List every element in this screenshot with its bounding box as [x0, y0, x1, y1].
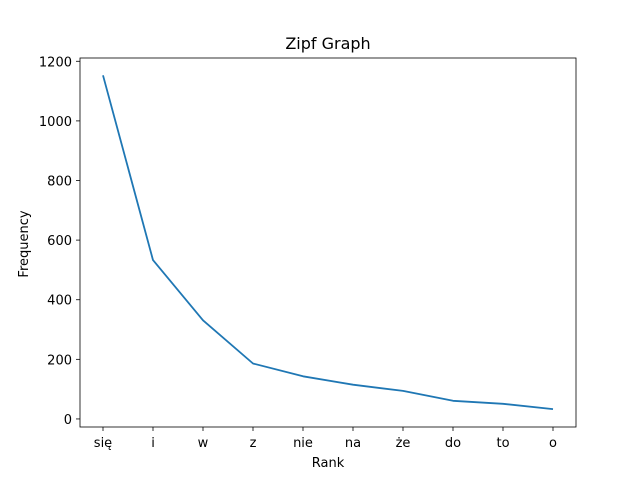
x-tick-label-7: do	[445, 436, 461, 451]
x-tick-label-4: nie	[293, 436, 313, 451]
x-tick-label-0: się	[94, 436, 112, 451]
plot-area: 0 200 400 600 800 1000 1200 się i w z nie na że do to o	[39, 55, 577, 451]
y-tick-label-1200: 1200	[39, 55, 72, 70]
x-tick-label-6: że	[396, 436, 411, 451]
x-tick-label-1: i	[151, 436, 155, 451]
y-tick-label-0: 0	[64, 413, 72, 428]
y-tick-label-200: 200	[47, 353, 72, 368]
chart-title: Zipf Graph	[285, 34, 370, 53]
x-tick-label-3: z	[250, 436, 257, 451]
y-tick-label-400: 400	[47, 294, 72, 309]
y-tick-label-800: 800	[47, 175, 72, 190]
y-tick-label-600: 600	[47, 234, 72, 249]
x-axis-label: Rank	[312, 456, 345, 471]
x-tick-label-2: w	[198, 436, 209, 451]
x-tick-label-9: o	[549, 436, 557, 451]
y-axis-label: Frequency	[17, 210, 32, 277]
x-tick-label-5: na	[345, 436, 361, 451]
series-line-0	[102, 75, 554, 410]
x-tick-label-8: to	[496, 436, 509, 451]
y-tick-label-1000: 1000	[39, 115, 72, 130]
axes-frame	[79, 57, 577, 428]
